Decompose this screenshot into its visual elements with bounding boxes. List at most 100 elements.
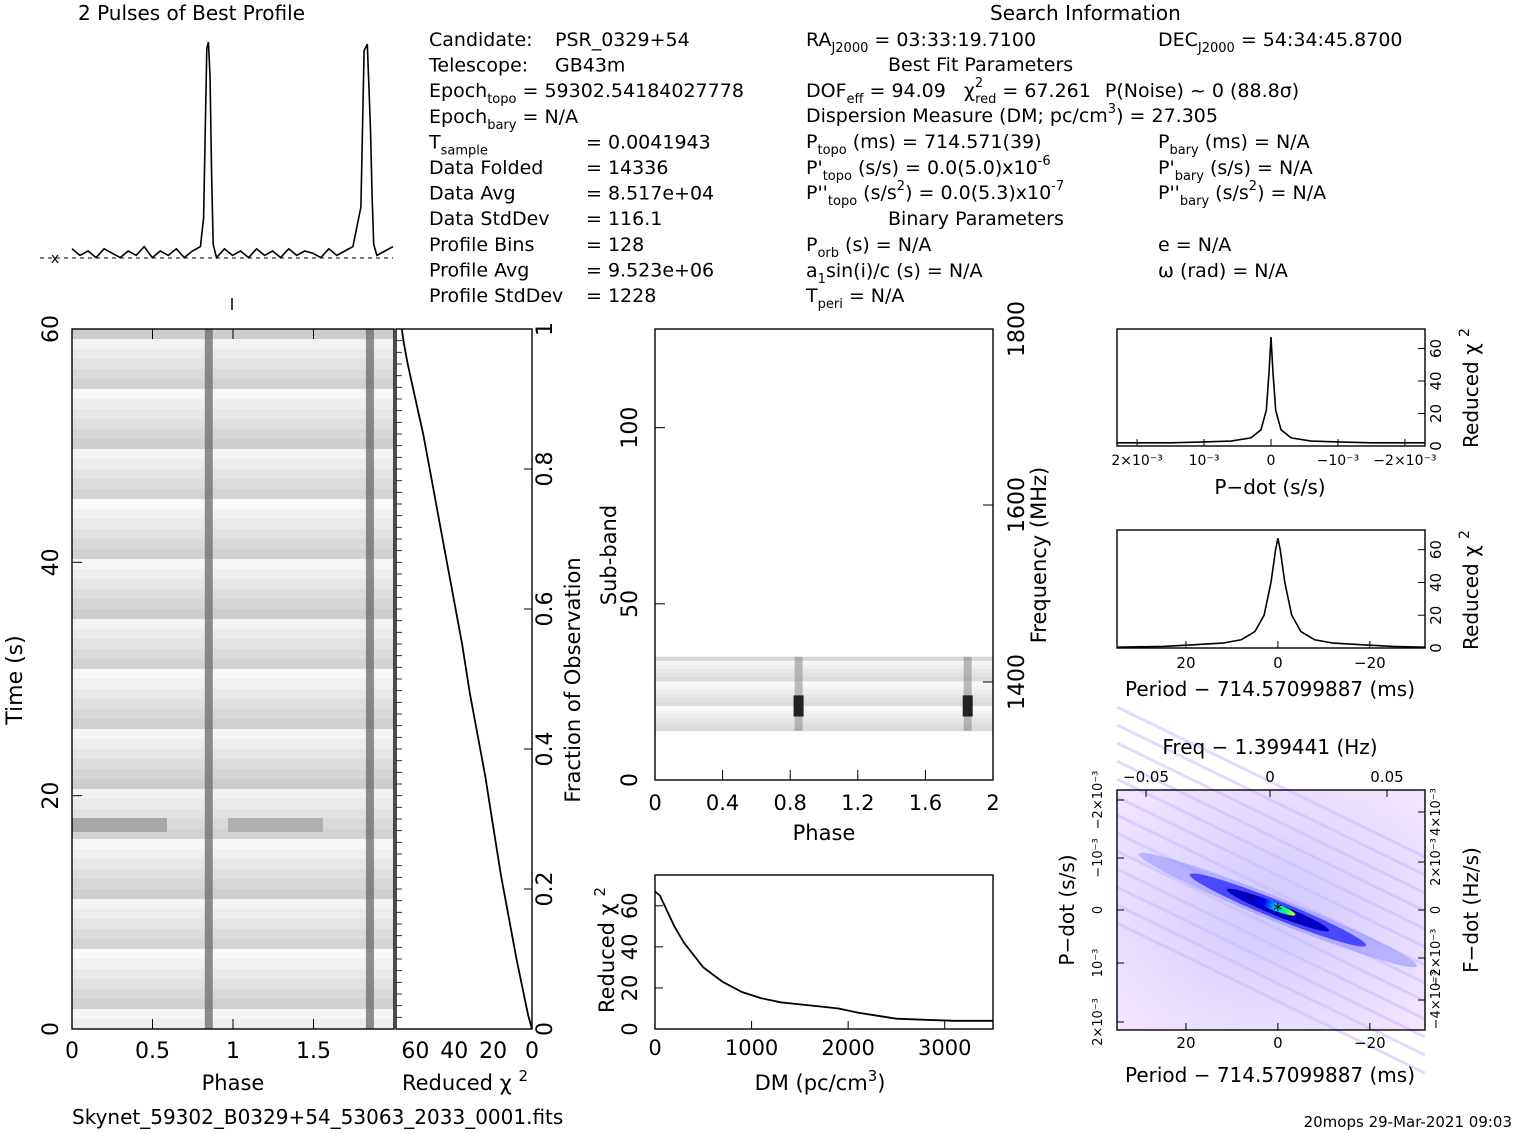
info-label: Data StdDev: [429, 208, 550, 230]
y-tick-label: 100: [618, 407, 643, 449]
heatmap-row: [72, 999, 394, 1010]
heatmap-row: [72, 829, 394, 840]
plane-streak: [1116, 921, 1426, 1075]
subband-row: [655, 664, 993, 670]
heatmap-row: [72, 818, 167, 832]
subband-row: [655, 681, 993, 686]
y-axis-label-right: Frequency (MHz): [1027, 467, 1051, 643]
x-tick-label: 10⁻³: [1189, 453, 1220, 469]
y-tick-label: 60: [1427, 339, 1445, 358]
heatmap-row: [72, 609, 394, 620]
y-tick-label: 20: [39, 782, 64, 810]
heatmap-row: [72, 639, 394, 650]
heatmap-row: [72, 879, 394, 890]
heatmap-row: [72, 339, 394, 350]
heatmap-row: [72, 539, 394, 550]
subband-row: [655, 693, 993, 699]
y-axis-label-right: Reduced χ 2: [1457, 328, 1483, 448]
info-value: = 128: [586, 234, 644, 256]
heatmap-row: [72, 769, 394, 780]
pulse-column: [365, 329, 374, 1029]
heatmap-row: [72, 789, 394, 800]
info-label: Profile StdDev: [429, 285, 563, 307]
x-tick-label: 0: [1273, 654, 1283, 672]
y-right-tick-label: −4×10⁻³: [1429, 971, 1444, 1030]
info-value: = 116.1: [586, 208, 662, 230]
svg-text:a1sin(i)/c (s) = N/A: a1sin(i)/c (s) = N/A: [806, 260, 982, 287]
heatmap-row: [72, 559, 394, 570]
search-info-col3: DECJ2000 = 54:34:45.8700 Pbary (ms) = N/A …: [1158, 29, 1403, 282]
x-tick-label: 40: [440, 1039, 468, 1064]
heatmap-row: [72, 369, 394, 380]
heatmap-row: [72, 529, 394, 540]
subband-row: [655, 706, 993, 711]
heatmap-row: [72, 919, 394, 930]
heatmap-row: [72, 569, 394, 580]
heatmap-row: [72, 619, 394, 630]
y-tick-label: 50: [618, 590, 643, 618]
dm-frame: [654, 874, 994, 1030]
x-tick-label: 1: [226, 1039, 240, 1064]
x-tick-label: 20: [1176, 1034, 1195, 1052]
x-tick-label: 1000: [725, 1036, 778, 1060]
subband-row: [655, 685, 993, 691]
x-top-tick-label: −0.05: [1123, 768, 1169, 786]
heatmap-row: [72, 889, 394, 900]
heatmap-row: [72, 359, 394, 370]
period-pdot-plane: * 20 0 −20 −0.05 0 0.05 2×10⁻³ 10⁻³ 0 −10⁻³ −2×10⁻³…: [1055, 705, 1483, 1087]
x-tick-label: 2×10⁻³: [1111, 453, 1162, 469]
search-info-col2: RAJ2000 = 03:33:19.7100 Best Fit Paramete…: [805, 29, 1299, 312]
y-axis-label: Reduced χ 2: [591, 887, 619, 1013]
y-axis-label: P−dot (s/s): [1055, 854, 1079, 965]
heatmap-row: [72, 759, 394, 770]
pulse-column: [794, 656, 803, 731]
x-top-tick-label: 0: [1265, 768, 1275, 786]
y-tick-label: 0: [1091, 906, 1106, 914]
svg-text:Dispersion Measure (DM; pc/cm3: Dispersion Measure (DM; pc/cm3) = 27.305: [806, 102, 1218, 127]
x-axis-label: P−dot (s/s): [1214, 475, 1325, 499]
heatmap-row: [72, 689, 394, 700]
subband-row: [655, 673, 993, 678]
y-tick-label: 0.8: [533, 452, 558, 487]
subband-frame: [654, 328, 994, 781]
heatmap-row: [72, 489, 394, 500]
y-right-tick-label: 1800: [1005, 301, 1030, 357]
x-tick-label: 0.5: [135, 1039, 170, 1064]
x-axis-label: DM (pc/cm3): [755, 1067, 886, 1095]
pulse-column: [204, 329, 213, 1029]
plane-streak: [1116, 867, 1426, 1021]
y-tick-label: 60: [1427, 540, 1445, 559]
y-tick-label: 2×10⁻³: [1091, 998, 1106, 1046]
y-tick-label: 0: [618, 773, 643, 787]
x-top-tick-label: 0.05: [1370, 768, 1403, 786]
heatmap-row: [72, 439, 394, 450]
x-tick-label: 0: [648, 791, 661, 815]
search-title: Search Information: [990, 1, 1181, 25]
info-label: Data Folded: [429, 157, 543, 179]
x-axis-label: Reduced χ 2: [402, 1067, 528, 1095]
heatmap-row: [72, 839, 394, 850]
heatmap-row: [72, 799, 394, 810]
y-axis-label: Sub-band: [597, 505, 621, 605]
plane-streak: [1116, 885, 1426, 1039]
heatmap-row: [72, 699, 394, 710]
heatmap-row: [72, 499, 394, 510]
info-value: = 9.523e+06: [586, 259, 714, 281]
heatmap-row: [72, 719, 394, 730]
heatmap-row: [72, 669, 394, 680]
info-label: Profile Avg: [429, 259, 529, 281]
x-tick-label: 0: [1273, 1034, 1283, 1052]
heatmap-row: [72, 959, 394, 970]
x-tick-label: 0: [648, 1036, 661, 1060]
y-right-tick-label: 0: [1429, 906, 1444, 914]
svg-text:RAJ2000= 03:33:19.7100: RAJ2000 = 03:33:19.7100: [806, 29, 1036, 56]
x-tick-label: 0: [525, 1039, 539, 1064]
subband-phase-plot: 0 0.4 0.8 1.2 1.6 2 0 50 100 1400 1600 1800 Phase Sub…: [597, 301, 1051, 845]
info-label: Data Avg: [429, 183, 516, 205]
heatmap-row: [72, 649, 394, 660]
heatmap-row: [72, 899, 394, 910]
plane-streak: [1116, 741, 1426, 895]
subband-row: [655, 689, 993, 695]
x-tick-label: 0: [1267, 453, 1276, 469]
